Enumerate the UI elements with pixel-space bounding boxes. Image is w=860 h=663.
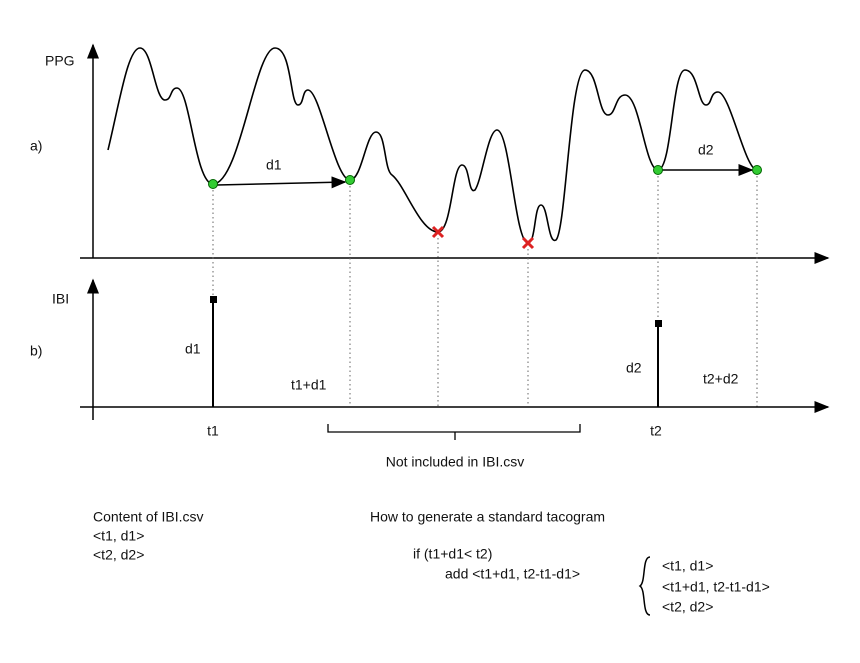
spike-label: d1 xyxy=(185,341,201,357)
csv-line: <t1, d1> xyxy=(93,528,144,544)
valid-minimum xyxy=(653,165,663,175)
time-label: t2 xyxy=(650,423,662,439)
code-line: add <t1+d1, t2-t1-d1> xyxy=(445,566,580,582)
result-line: <t2, d2> xyxy=(662,599,713,615)
spike-label: d2 xyxy=(626,360,642,376)
axis-label: PPG xyxy=(45,53,75,69)
d1-arrow xyxy=(216,176,347,189)
panel-label: a) xyxy=(30,138,42,154)
ppg-signal xyxy=(107,47,758,244)
result-line: <t1+d1, t2-t1-d1> xyxy=(662,579,770,595)
interval-label: d2 xyxy=(698,142,714,158)
valid-minimum xyxy=(208,179,218,189)
ibi-point xyxy=(210,296,217,303)
valid-minimum xyxy=(345,175,355,185)
ibi-point xyxy=(655,320,662,327)
excluded-bracket xyxy=(327,424,581,440)
tacogram-title: How to generate a standard tacogram xyxy=(370,509,605,525)
csv-line: <t2, d2> xyxy=(93,547,144,563)
time-label: t1 xyxy=(207,423,219,439)
result-brace xyxy=(638,556,651,616)
result-line: <t1, d1> xyxy=(662,558,713,574)
time-label: t2+d2 xyxy=(703,371,739,387)
rejected-minimum xyxy=(521,236,535,250)
excluded-note: Not included in IBI.csv xyxy=(386,454,525,470)
csv-title: Content of IBI.csv xyxy=(93,509,204,525)
rejected-minimum xyxy=(431,225,445,239)
code-line: if (t1+d1< t2) xyxy=(413,546,492,562)
time-label: t1+d1 xyxy=(291,377,327,393)
interval-label: d1 xyxy=(266,157,282,173)
axis-label: IBI xyxy=(52,291,69,307)
valid-minimum xyxy=(752,165,762,175)
panel-label: b) xyxy=(30,343,42,359)
